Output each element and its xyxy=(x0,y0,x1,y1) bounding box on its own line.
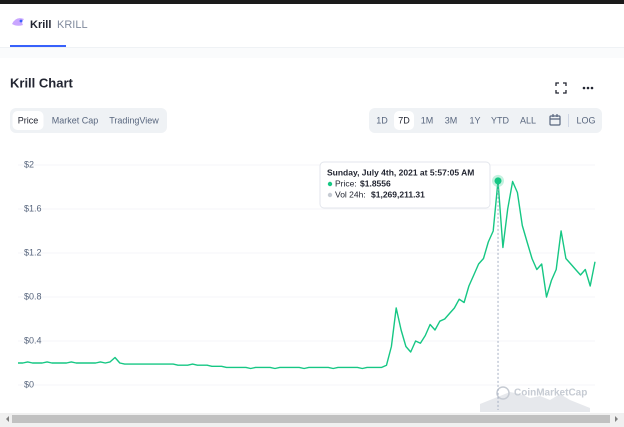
fullscreen-icon[interactable] xyxy=(555,82,567,94)
price-label: Price: xyxy=(335,178,357,188)
range-divider xyxy=(568,114,569,127)
scroll-left[interactable] xyxy=(6,416,9,422)
y-tick-label: $1.2 xyxy=(24,247,42,257)
active-range-bg xyxy=(394,111,414,130)
coin-name: Krill xyxy=(30,19,51,31)
coin-symbol: KRILL xyxy=(57,19,88,31)
y-tick-label: $0 xyxy=(24,379,34,389)
range-button[interactable]: 1D xyxy=(376,115,388,125)
y-tick-label: $0.8 xyxy=(24,291,42,301)
y-tick-label: $0.4 xyxy=(24,335,42,345)
tooltip-date: Sunday, July 4th, 2021 at 5:57:05 AM xyxy=(327,167,474,177)
range-group xyxy=(369,108,602,133)
scrollbar-thumb[interactable] xyxy=(12,415,610,423)
calendar-icon[interactable] xyxy=(549,114,561,126)
price-value: $1.8556 xyxy=(360,178,391,188)
logo xyxy=(12,18,24,26)
y-tick-label: $1.6 xyxy=(24,203,42,213)
tab[interactable]: TradingView xyxy=(109,115,159,125)
volume-value: $1,269,211.31 xyxy=(371,189,425,199)
watermark: CoinMarketCap xyxy=(514,388,587,399)
top-strip xyxy=(0,0,624,4)
range-button[interactable]: ALL xyxy=(520,115,536,125)
price-dot xyxy=(327,181,333,187)
active-underline xyxy=(10,45,66,47)
range-button[interactable]: YTD xyxy=(491,115,510,125)
price-line xyxy=(18,180,596,370)
tab-group xyxy=(10,108,167,133)
tooltip-box xyxy=(319,161,491,209)
range-button[interactable]: 3M xyxy=(445,115,458,125)
range-button[interactable]: 1M xyxy=(421,115,434,125)
highlight-point xyxy=(494,177,502,185)
more-icon[interactable] xyxy=(582,86,594,90)
watermark-logo xyxy=(496,386,510,400)
card-title: Krill Chart xyxy=(10,75,74,90)
tab[interactable]: Market Cap xyxy=(52,115,99,125)
volume-dot xyxy=(327,192,333,198)
volume-label: Vol 24h: xyxy=(335,189,366,199)
scroll-right[interactable] xyxy=(615,416,618,422)
divider xyxy=(0,47,624,48)
range-button[interactable]: 7D xyxy=(398,115,410,125)
y-tick-label: $2 xyxy=(24,159,34,169)
active-tab-bg xyxy=(12,111,44,130)
range-button[interactable]: 1Y xyxy=(469,115,480,125)
log-button[interactable]: LOG xyxy=(576,115,595,125)
gap xyxy=(0,48,624,58)
tab[interactable]: Price xyxy=(18,115,39,125)
